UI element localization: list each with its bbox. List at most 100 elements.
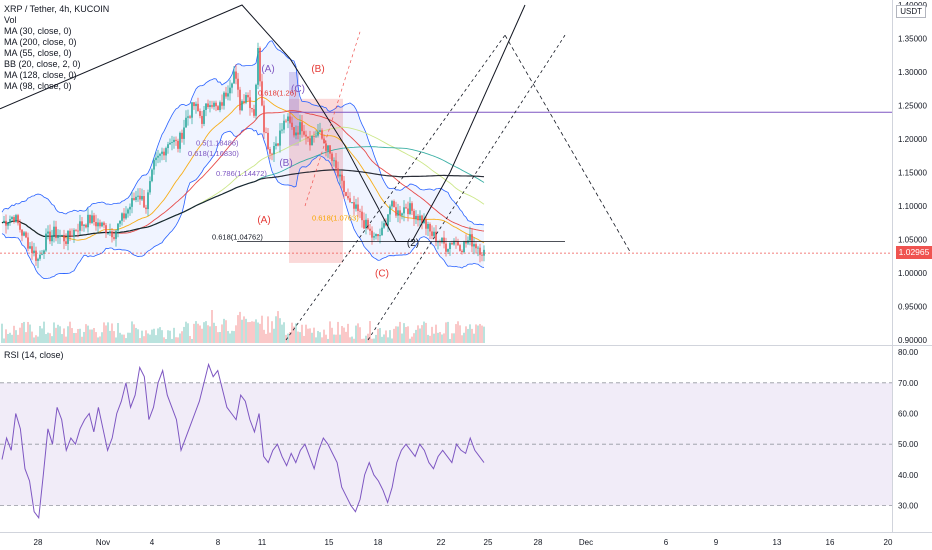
indicator-vol[interactable]: Vol — [4, 15, 17, 25]
volume-bar — [305, 324, 307, 343]
price-tick-label: 1.20000 — [898, 135, 927, 144]
volume-bar — [323, 329, 325, 343]
dashed-channel-1 — [285, 34, 506, 341]
bollinger-upper — [1, 40, 485, 226]
candle-body — [371, 230, 373, 238]
volume-bar — [287, 333, 289, 343]
wave-trend-line — [0, 4, 526, 243]
volume-bar — [165, 338, 167, 343]
candle-body — [425, 219, 427, 229]
volume-bar — [443, 333, 445, 343]
rsi-tick-label: 30.00 — [898, 502, 919, 511]
candle-body — [81, 221, 83, 226]
volume-bar — [57, 324, 59, 343]
candle-body — [409, 203, 411, 215]
candle-body — [339, 174, 341, 177]
time-tick-label: Nov — [96, 538, 110, 547]
time-tick-label: 28 — [34, 538, 43, 547]
candle-body — [263, 105, 265, 133]
volume-bar — [261, 315, 263, 343]
unit-badge[interactable]: USDT — [896, 5, 926, 18]
candle-body — [405, 207, 407, 209]
candle-body — [149, 181, 151, 193]
volume-bar — [107, 322, 109, 343]
volume-bar — [19, 327, 21, 343]
chart-annotation: 0.618(1.16830) — [188, 149, 239, 158]
candle-body — [345, 192, 347, 196]
chart-annotation: 0.5(1.18486) — [196, 139, 239, 148]
indicator-ma30[interactable]: MA (30, close, 0) — [4, 26, 72, 36]
candle-body — [387, 214, 389, 226]
chart-annotation: 0.786(1.14472) — [216, 169, 267, 178]
candle-body — [435, 231, 437, 243]
candle-body — [287, 116, 289, 122]
candle-body — [139, 195, 141, 200]
candle-body — [125, 213, 127, 219]
candle-body — [143, 196, 145, 208]
volume-bar — [139, 338, 141, 343]
volume-bar — [201, 328, 203, 343]
candle-body — [277, 143, 279, 146]
candle-body — [303, 131, 305, 135]
candle-body — [471, 234, 473, 247]
volume-bar — [395, 326, 397, 343]
volume-bar — [363, 338, 365, 343]
volume-bar — [471, 328, 473, 343]
candle-body — [55, 226, 57, 239]
chart-annotation: (B) — [311, 64, 324, 75]
volume-bar — [343, 327, 345, 343]
candle-body — [5, 220, 7, 226]
indicator-ma200[interactable]: MA (200, close, 0) — [4, 37, 77, 47]
volume-bar — [391, 338, 393, 343]
volume-bar — [349, 337, 351, 343]
candle-body — [259, 48, 261, 82]
volume-bar — [241, 319, 243, 343]
volume-bar — [35, 335, 37, 343]
candle-body — [195, 103, 197, 107]
volume-bar — [259, 323, 261, 343]
volume-bar — [117, 323, 119, 343]
candle-body — [453, 240, 455, 245]
candle-body — [39, 254, 41, 259]
indicator-ma128[interactable]: MA (128, close, 0) — [4, 70, 77, 80]
indicator-bb[interactable]: BB (20, close, 2, 0) — [4, 59, 81, 69]
candle-body — [191, 102, 193, 118]
volume-bar — [163, 337, 165, 343]
volume-bar — [187, 323, 189, 343]
candle-body — [297, 132, 299, 135]
volume-bar — [479, 323, 481, 343]
candle-body — [219, 102, 221, 111]
volume-bar — [365, 335, 367, 343]
candle-body — [229, 87, 231, 94]
volume-bar — [455, 324, 457, 343]
indicator-ma55[interactable]: MA (55, close, 0) — [4, 48, 72, 58]
volume-bar — [113, 331, 115, 343]
candle-body — [385, 223, 387, 226]
candle-body — [327, 145, 329, 151]
time-tick-label: 25 — [484, 538, 493, 547]
volume-bar — [125, 338, 127, 343]
volume-bar — [173, 327, 175, 343]
indicator-ma98[interactable]: MA (98, close, 0) — [4, 81, 72, 91]
candle-body — [41, 253, 43, 255]
volume-bar — [293, 326, 295, 343]
time-tick-label: 6 — [664, 538, 669, 547]
volume-bar — [399, 321, 401, 343]
candle-body — [431, 231, 433, 236]
time-tick-label: 4 — [150, 538, 155, 547]
volume-bar — [9, 332, 11, 343]
volume-bar — [303, 335, 305, 343]
volume-bar — [393, 328, 395, 343]
candle-body — [445, 243, 447, 252]
candle-body — [479, 247, 481, 255]
volume-bar — [353, 338, 355, 343]
volume-bar — [197, 323, 199, 343]
volume-bar — [235, 325, 237, 343]
candle-body — [147, 192, 149, 210]
time-tick-label: 20 — [884, 538, 893, 547]
time-tick-label: 8 — [216, 538, 221, 547]
rsi-title[interactable]: RSI (14, close) — [4, 350, 64, 360]
time-tick-label: 15 — [325, 538, 334, 547]
volume-bar — [231, 330, 233, 343]
